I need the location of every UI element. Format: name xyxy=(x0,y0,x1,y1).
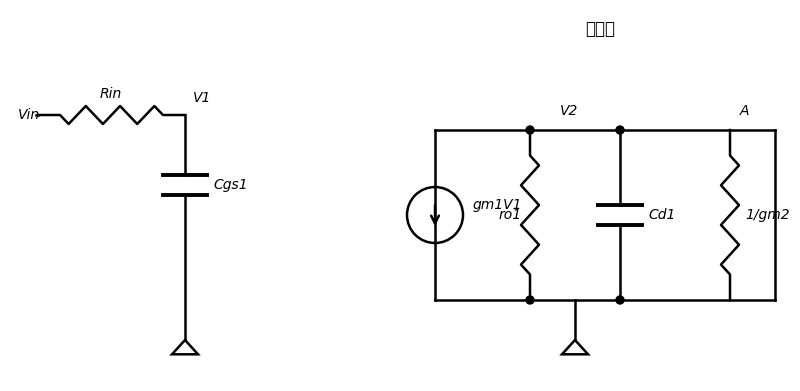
Text: V2: V2 xyxy=(560,104,578,118)
Text: Cgs1: Cgs1 xyxy=(213,178,248,192)
Text: V1: V1 xyxy=(193,91,211,105)
Circle shape xyxy=(616,126,624,134)
Circle shape xyxy=(616,296,624,304)
Text: Cd1: Cd1 xyxy=(648,208,675,222)
Text: 1/gm2: 1/gm2 xyxy=(745,208,790,222)
Text: gm1V1: gm1V1 xyxy=(473,198,522,212)
Text: A: A xyxy=(740,104,750,118)
Text: Rin: Rin xyxy=(100,87,122,101)
Circle shape xyxy=(526,296,534,304)
Text: 第一级: 第一级 xyxy=(585,20,615,38)
Text: Vin: Vin xyxy=(18,108,40,122)
Text: ro1: ro1 xyxy=(499,208,522,222)
Circle shape xyxy=(526,126,534,134)
